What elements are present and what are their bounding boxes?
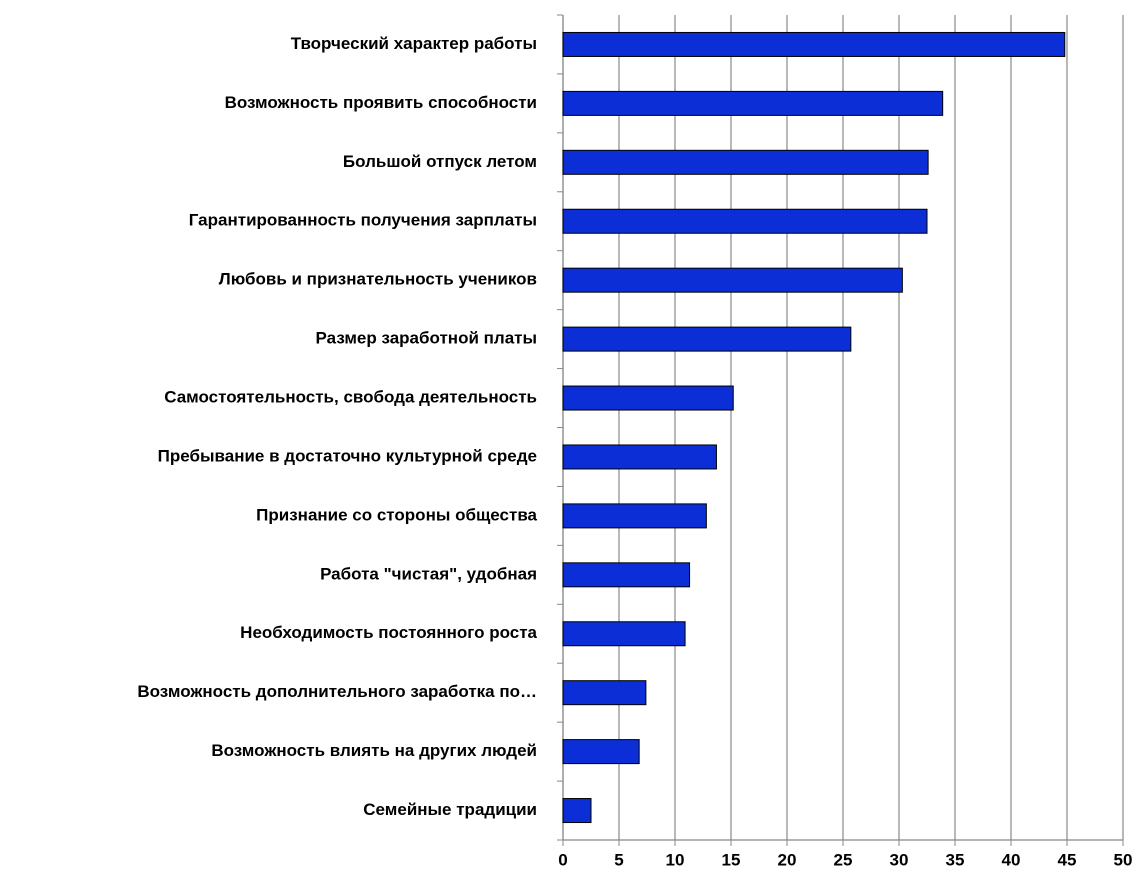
y-tick-label: Большой отпуск летом	[343, 152, 537, 171]
y-tick-label: Гарантированность получения зарплаты	[189, 211, 537, 230]
y-tick-label: Возможность проявить способности	[225, 93, 537, 112]
x-tick-label: 5	[614, 850, 623, 869]
y-tick-label: Признание со стороны общества	[256, 505, 537, 524]
y-tick-label: Самостоятельность, свобода деятельность	[164, 388, 537, 407]
x-tick-label: 15	[722, 850, 741, 869]
x-tick-label: 40	[1002, 850, 1021, 869]
bar	[562, 31, 1066, 57]
bar	[562, 503, 707, 529]
bar	[562, 149, 929, 175]
bar	[562, 90, 944, 116]
bar	[562, 798, 592, 824]
x-tick-label: 45	[1058, 850, 1077, 869]
y-tick-label: Работа "чистая", удобная	[320, 564, 537, 583]
x-tick-label: 35	[946, 850, 965, 869]
bar	[562, 208, 928, 234]
bar	[562, 267, 903, 293]
x-tick-label: 30	[890, 850, 909, 869]
y-tick-label: Возможность дополнительного заработка по…	[137, 682, 537, 701]
y-tick-label: Творческий характер работы	[291, 34, 537, 53]
y-tick-label: Пребывание в достаточно культурной среде	[158, 446, 537, 465]
x-tick-label: 25	[834, 850, 853, 869]
bar	[562, 444, 717, 470]
x-tick-label: 20	[778, 850, 797, 869]
x-tick-label: 10	[666, 850, 685, 869]
bar	[562, 385, 734, 411]
y-tick-label: Возможность влиять на других людей	[211, 741, 537, 760]
y-tick-label: Семейные традиции	[363, 800, 537, 819]
y-tick-label: Необходимость постоянного роста	[240, 623, 537, 642]
x-tick-label: 0	[558, 850, 567, 869]
y-tick-label: Любовь и признательность учеников	[219, 270, 537, 289]
bar	[562, 680, 647, 706]
bar	[562, 739, 640, 765]
bar	[562, 326, 852, 352]
y-tick-label: Размер заработной платы	[316, 329, 537, 348]
bar	[562, 621, 686, 647]
x-tick-label: 50	[1114, 850, 1133, 869]
bar	[562, 562, 691, 588]
